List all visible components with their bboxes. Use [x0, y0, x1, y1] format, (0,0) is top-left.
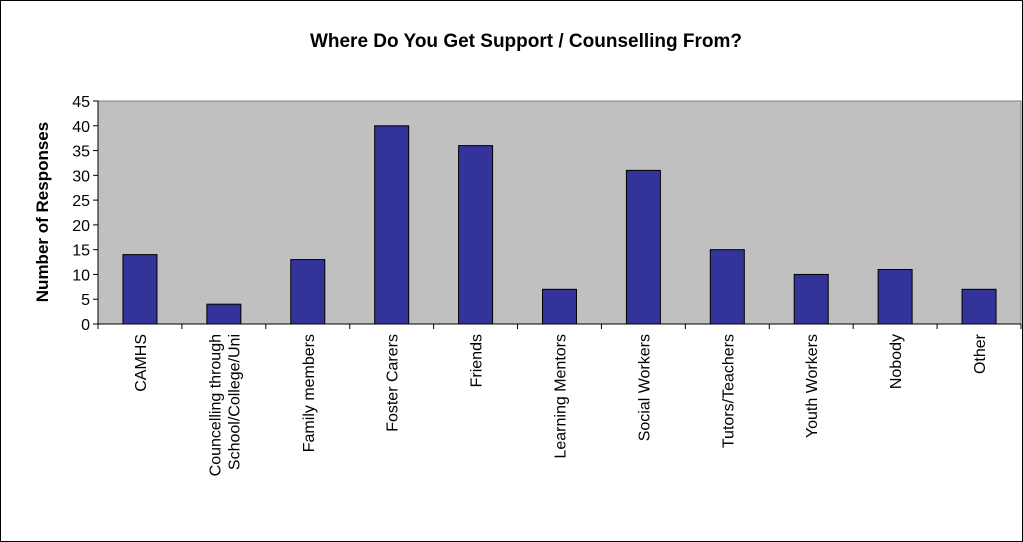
- x-category-label: Councelling through School/College/Uni: [207, 334, 243, 476]
- x-category-label-line: Tutors/Teachers: [720, 334, 737, 448]
- bar: [374, 125, 410, 325]
- bar: [458, 145, 494, 325]
- bar: [542, 288, 577, 325]
- x-category-label: Family members: [301, 334, 318, 452]
- bar: [290, 259, 326, 325]
- bar: [961, 288, 997, 325]
- y-tick-label: 45: [72, 94, 90, 111]
- bar: [122, 254, 158, 325]
- x-category-label: Social Workers: [636, 334, 653, 441]
- x-category-label-line: Social Workers: [636, 334, 653, 441]
- x-category-label: Tutors/Teachers: [720, 334, 737, 448]
- x-category-label: Other: [972, 333, 989, 374]
- x-category-label-line: Foster Carers: [385, 334, 402, 432]
- bar: [709, 249, 745, 325]
- y-tick-label: 20: [72, 218, 90, 235]
- y-tick-label: 30: [72, 168, 90, 185]
- bar: [793, 273, 829, 325]
- bar: [877, 268, 913, 325]
- y-tick-label: 5: [81, 292, 90, 309]
- x-category-label-line: Friends: [469, 334, 486, 387]
- x-category-label: Nobody: [888, 334, 905, 389]
- x-category-label: Foster Carers: [385, 334, 402, 432]
- y-tick-label: 0: [81, 317, 90, 334]
- x-category-label-line: Nobody: [888, 334, 905, 389]
- x-category-label: CAMHS: [133, 334, 150, 392]
- x-category-label-line: Councelling through: [207, 334, 224, 476]
- x-category-label-line: School/College/Uni: [226, 334, 243, 470]
- y-axis-label: Number of Responses: [33, 122, 52, 302]
- x-category-label-line: Youth Workers: [804, 334, 821, 438]
- x-category-label-line: Other: [972, 333, 989, 374]
- y-tick-label: 10: [72, 267, 90, 284]
- x-category-label-line: Family members: [301, 334, 318, 452]
- chart-title: Where Do You Get Support / Counselling F…: [310, 31, 742, 52]
- x-category-label: Friends: [469, 334, 486, 387]
- x-category-label: Youth Workers: [804, 334, 821, 438]
- x-category-label-line: CAMHS: [133, 334, 150, 392]
- x-category-label: Learning Mentors: [553, 334, 570, 459]
- bar: [206, 303, 242, 325]
- x-category-label-line: Learning Mentors: [553, 334, 570, 459]
- bar: [625, 169, 661, 325]
- plot-area: [97, 100, 1022, 325]
- y-tick-label: 15: [72, 243, 90, 260]
- y-tick-label: 35: [72, 144, 90, 161]
- y-tick-label: 25: [72, 193, 90, 210]
- y-tick-label: 40: [72, 119, 90, 136]
